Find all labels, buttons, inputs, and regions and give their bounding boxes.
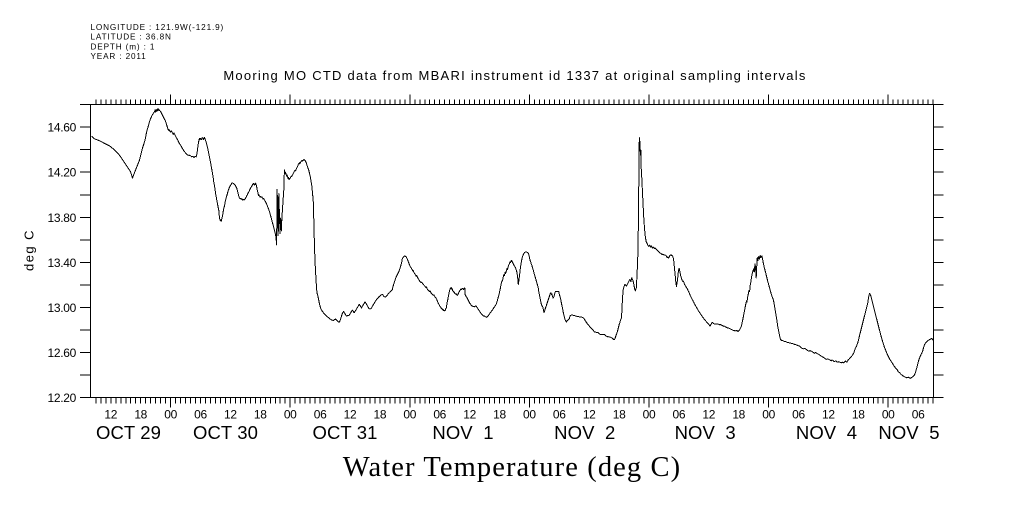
svg-text:OCT 31: OCT 31 [312, 422, 377, 443]
svg-text:00: 00 [882, 407, 895, 421]
svg-text:deg C: deg C [22, 229, 37, 271]
svg-text:18: 18 [493, 407, 506, 421]
svg-text:18: 18 [374, 407, 387, 421]
svg-text:18: 18 [613, 407, 626, 421]
svg-text:OCT 29: OCT 29 [96, 422, 161, 443]
svg-text:LONGITUDE : 121.9W(-121.9): LONGITUDE : 121.9W(-121.9) [91, 23, 225, 32]
svg-text:13.40: 13.40 [47, 256, 76, 270]
svg-text:18: 18 [134, 407, 147, 421]
svg-text:18: 18 [852, 407, 865, 421]
svg-text:06: 06 [314, 407, 327, 421]
svg-text:06: 06 [912, 407, 925, 421]
svg-text:18: 18 [254, 407, 267, 421]
svg-text:NOV 3: NOV 3 [675, 422, 736, 443]
svg-text:12: 12 [463, 407, 476, 421]
svg-text:14.20: 14.20 [47, 166, 76, 180]
svg-text:DEPTH (m) : 1: DEPTH (m) : 1 [91, 42, 156, 51]
svg-text:14.60: 14.60 [47, 121, 76, 135]
svg-text:NOV 4: NOV 4 [796, 422, 857, 443]
svg-text:NOV 1: NOV 1 [432, 422, 493, 443]
svg-text:12: 12 [822, 407, 835, 421]
svg-text:06: 06 [194, 407, 207, 421]
svg-text:00: 00 [403, 407, 416, 421]
svg-text:12.20: 12.20 [47, 391, 76, 405]
svg-text:12: 12 [344, 407, 357, 421]
svg-text:12: 12 [224, 407, 237, 421]
svg-text:00: 00 [164, 407, 177, 421]
svg-text:00: 00 [284, 407, 297, 421]
svg-text:LATITUDE : 36.8N: LATITUDE : 36.8N [91, 33, 172, 42]
svg-text:NOV 5: NOV 5 [878, 422, 939, 443]
svg-text:NOV 2: NOV 2 [554, 422, 615, 443]
svg-text:06: 06 [553, 407, 566, 421]
svg-text:18: 18 [732, 407, 745, 421]
svg-text:00: 00 [523, 407, 536, 421]
svg-text:YEAR : 2011: YEAR : 2011 [91, 52, 147, 61]
svg-text:06: 06 [433, 407, 446, 421]
svg-text:12: 12 [104, 407, 117, 421]
svg-text:13.80: 13.80 [47, 211, 76, 225]
svg-text:12: 12 [702, 407, 715, 421]
svg-text:Water Temperature (deg C): Water Temperature (deg C) [343, 452, 681, 483]
svg-text:12: 12 [583, 407, 596, 421]
svg-text:00: 00 [762, 407, 775, 421]
svg-text:12.60: 12.60 [47, 346, 76, 360]
svg-text:00: 00 [643, 407, 656, 421]
svg-text:OCT 30: OCT 30 [193, 422, 258, 443]
svg-text:13.00: 13.00 [47, 301, 76, 315]
svg-text:Mooring MO CTD data from MBARI: Mooring MO CTD data from MBARI instrumen… [223, 68, 806, 83]
svg-text:06: 06 [792, 407, 805, 421]
svg-text:06: 06 [673, 407, 686, 421]
